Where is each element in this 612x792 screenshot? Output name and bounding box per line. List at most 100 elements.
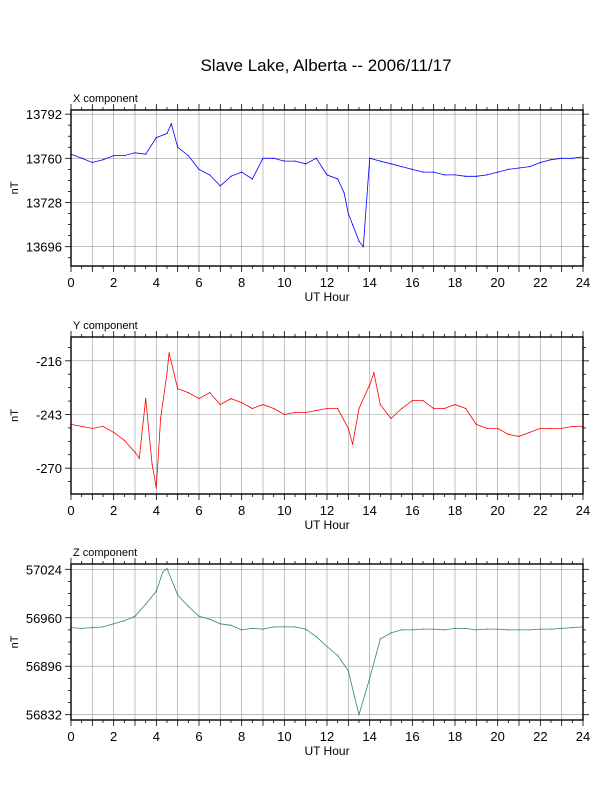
data-point [401, 166, 403, 168]
data-point [305, 411, 307, 414]
data-point [102, 159, 104, 161]
data-point [507, 629, 509, 631]
data-point [390, 632, 392, 634]
data-point [571, 157, 573, 159]
data-point [170, 123, 172, 125]
data-point [379, 160, 381, 162]
data-point [315, 409, 317, 412]
x-tick-label: 12 [320, 275, 334, 290]
data-point [166, 567, 168, 570]
data-point [113, 623, 115, 625]
x-tick-label: 22 [533, 729, 547, 744]
data-point [134, 615, 136, 617]
y-tick-label: 57024 [26, 562, 62, 577]
data-point [145, 153, 147, 155]
data-point [134, 152, 136, 154]
data-point [155, 137, 157, 139]
y-tick-label: -270 [36, 461, 62, 476]
data-point [219, 185, 221, 187]
data-point [390, 163, 392, 165]
data-point [390, 417, 392, 420]
x-tick-label: 0 [67, 275, 74, 290]
data-point [113, 431, 115, 433]
data-point [155, 590, 157, 592]
data-point [343, 192, 345, 194]
y-axis-label: nT [9, 181, 21, 194]
data-point [326, 174, 328, 176]
data-point [230, 624, 232, 626]
x-tick-label: 10 [277, 503, 291, 518]
x-tick-label: 0 [67, 503, 74, 518]
data-point [187, 605, 189, 608]
x-tick-label: 14 [362, 275, 376, 290]
data-point [358, 407, 360, 410]
data-point [91, 627, 93, 629]
data-point [475, 175, 477, 177]
data-point [145, 398, 147, 400]
data-point [166, 372, 168, 374]
data-point [251, 407, 253, 410]
data-point [486, 427, 488, 430]
data-point [433, 407, 435, 410]
x-tick-label: 6 [195, 275, 202, 290]
data-point [347, 212, 349, 215]
data-point [550, 427, 552, 430]
data-point [155, 487, 157, 489]
panel-1: 0 2 4 6 8 10 12 14 16 18 20 22 241369613728137601379… [9, 93, 590, 304]
data-point [198, 615, 200, 617]
data-point [91, 427, 93, 430]
x-axis-label: UT Hour [304, 518, 349, 532]
data-point [166, 132, 168, 135]
data-point [571, 425, 573, 428]
data-point [475, 629, 477, 631]
data-point [102, 425, 104, 428]
data-point [411, 629, 413, 631]
data-point [422, 628, 424, 630]
data-point [241, 401, 243, 404]
y-tick-label: 13792 [26, 107, 62, 122]
data-point [465, 627, 467, 629]
data-point [401, 629, 403, 631]
data-point [443, 174, 445, 176]
data-point [369, 384, 371, 386]
x-tick-label: 20 [490, 729, 504, 744]
data-point [422, 399, 424, 402]
y-axis-label: nT [9, 409, 21, 422]
data-point [352, 223, 354, 226]
y-tick-label: -216 [36, 354, 62, 369]
x-axis-label: UT Hour [304, 744, 349, 758]
data-point [81, 157, 83, 159]
data-point [561, 627, 563, 629]
x-tick-label: 18 [448, 729, 462, 744]
data-point [465, 407, 467, 410]
data-point [465, 175, 467, 177]
data-point [187, 154, 189, 157]
data-point [168, 352, 170, 354]
data-point [315, 157, 317, 159]
data-point [454, 403, 456, 406]
data-point [518, 167, 520, 169]
data-point [433, 171, 435, 173]
data-point [177, 388, 179, 390]
data-point [411, 399, 413, 402]
data-point [422, 171, 424, 173]
data-point [369, 157, 371, 159]
x-tick-label: 10 [277, 729, 291, 744]
data-point [454, 174, 456, 176]
data-point [352, 443, 354, 445]
data-point [123, 439, 125, 441]
data-point [497, 427, 499, 430]
x-tick-label: 18 [448, 275, 462, 290]
data-point [337, 407, 339, 410]
data-point [102, 626, 104, 628]
data-point [362, 246, 364, 248]
data-point [550, 159, 552, 161]
data-point [369, 677, 371, 679]
data-point [283, 626, 285, 628]
panel-title: X component [73, 93, 138, 105]
data-point [550, 628, 552, 630]
data-point [475, 423, 477, 426]
x-tick-label: 4 [153, 275, 160, 290]
data-point [134, 451, 136, 453]
data-point [187, 392, 189, 394]
